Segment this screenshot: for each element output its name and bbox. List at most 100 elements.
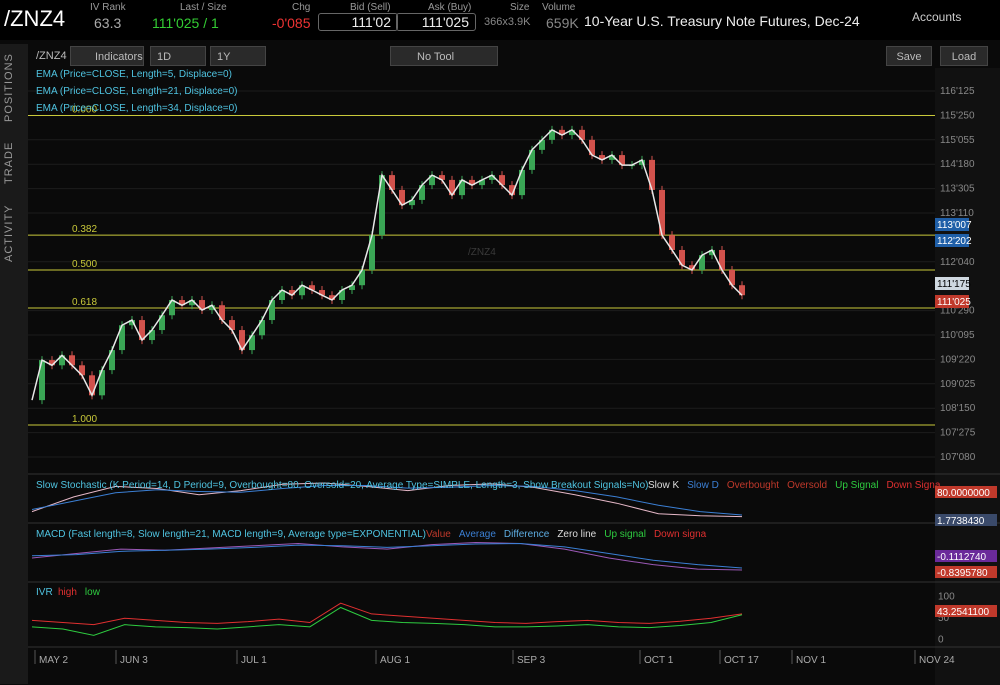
fib-label: 1.000 bbox=[72, 414, 97, 425]
chart: 116'125 115'250 115'055 114'180 113'305 113'1… bbox=[28, 68, 1000, 685]
study-label: EMA (Price=CLOSE, Length=21, Displace=0) bbox=[36, 86, 238, 97]
side-tab[interactable]: ACTIVITY bbox=[3, 204, 15, 262]
axis-box bbox=[935, 550, 997, 562]
y-tick-label: 110'095 bbox=[940, 330, 975, 341]
candle bbox=[49, 360, 55, 366]
period-select[interactable]: 1Y bbox=[210, 46, 266, 66]
ask[interactable]: 111'025 bbox=[396, 13, 476, 31]
candle bbox=[209, 305, 215, 311]
accounts-button[interactable]: Accounts bbox=[912, 10, 962, 24]
label: Ask (Buy) bbox=[428, 2, 472, 13]
plot-bg bbox=[28, 68, 935, 685]
candle bbox=[669, 235, 675, 250]
candle bbox=[489, 175, 495, 180]
price-box-label: 111'025 bbox=[937, 297, 971, 308]
indicator-line bbox=[31, 543, 743, 569]
candle bbox=[89, 375, 95, 396]
value: 366x3.9K bbox=[484, 16, 531, 28]
side-tab[interactable]: TRADE bbox=[3, 141, 15, 184]
price-box-label: 113'007 bbox=[937, 220, 972, 231]
bid[interactable]: 111'02 bbox=[318, 13, 398, 31]
candle bbox=[529, 149, 535, 170]
candle bbox=[59, 355, 65, 366]
candle bbox=[429, 175, 435, 186]
candle bbox=[449, 179, 455, 196]
candle bbox=[229, 320, 235, 331]
candle bbox=[99, 370, 105, 396]
legend-item: Slow K bbox=[648, 480, 679, 491]
candle bbox=[379, 175, 385, 236]
pane-title: MACD (Fast length=8, Slow length=21, MAC… bbox=[36, 529, 426, 540]
candle bbox=[469, 179, 475, 186]
indicators-button[interactable]: Indicators bbox=[70, 46, 144, 66]
candle bbox=[109, 350, 115, 371]
side-bar: POSITIONS TRADE ACTIVITY bbox=[0, 44, 28, 684]
y-tick-label: 100 bbox=[938, 592, 955, 603]
symbol[interactable]: /ZNZ4 bbox=[4, 6, 66, 31]
legend-item: Down signa bbox=[654, 529, 707, 540]
label: Size bbox=[510, 2, 530, 13]
fib-label: 0.000 bbox=[72, 104, 97, 115]
label: Volume bbox=[542, 2, 576, 13]
axis-box bbox=[935, 514, 997, 526]
load-button[interactable]: Load bbox=[940, 46, 988, 66]
price-box bbox=[935, 234, 969, 247]
candle bbox=[369, 235, 375, 270]
legend-item: high bbox=[58, 587, 77, 598]
candle bbox=[479, 179, 485, 186]
candle bbox=[539, 139, 545, 150]
candle bbox=[79, 365, 85, 376]
x-tick-label: SEP 3 bbox=[517, 655, 546, 666]
candle bbox=[679, 249, 685, 266]
legend-item: Oversold bbox=[787, 480, 827, 491]
candle bbox=[339, 290, 345, 301]
x-tick-label: OCT 1 bbox=[644, 655, 674, 666]
y-tick-label: 115'055 bbox=[940, 135, 975, 146]
quote-bar: /ZNZ4 IV Rank 63.3 Last / Size 111'025 /… bbox=[0, 0, 1000, 40]
candle bbox=[509, 185, 515, 196]
candle bbox=[599, 155, 605, 160]
y-tick-label: 113'305 bbox=[940, 184, 975, 195]
candle bbox=[619, 155, 625, 166]
candle bbox=[139, 320, 145, 341]
axis-box bbox=[935, 486, 997, 498]
value: 111'025 / 1 bbox=[152, 15, 219, 31]
y-tick-label: 110'290 bbox=[940, 306, 975, 317]
indicator-line bbox=[31, 482, 743, 518]
candle bbox=[719, 249, 725, 270]
legend-item: Average bbox=[459, 529, 497, 540]
price-box bbox=[935, 295, 969, 308]
label: Last / Size bbox=[180, 2, 227, 13]
candle bbox=[69, 355, 75, 366]
candle bbox=[399, 189, 405, 206]
y-tick-label: 115'250 bbox=[940, 110, 975, 121]
candle bbox=[179, 300, 185, 306]
candle bbox=[309, 285, 315, 291]
candle bbox=[149, 330, 155, 341]
legend-item: Zero line bbox=[557, 529, 596, 540]
price-box bbox=[935, 277, 969, 290]
candle bbox=[239, 330, 245, 351]
fib-label: 0.382 bbox=[72, 224, 97, 235]
candle bbox=[559, 129, 565, 136]
tool-select[interactable]: No Tool bbox=[390, 46, 498, 66]
indicator-line bbox=[31, 541, 743, 571]
candle bbox=[419, 185, 425, 200]
x-tick-label: NOV 1 bbox=[796, 655, 826, 666]
candle bbox=[259, 320, 265, 336]
axis-box bbox=[935, 605, 997, 617]
candle bbox=[709, 249, 715, 256]
side-tab[interactable]: POSITIONS bbox=[3, 53, 15, 122]
indicator-line bbox=[31, 485, 743, 516]
description: 10-Year U.S. Treasury Note Futures, Dec-… bbox=[584, 13, 860, 29]
candle bbox=[579, 129, 585, 140]
aggregation-select[interactable]: 1D bbox=[150, 46, 206, 66]
candle bbox=[329, 295, 335, 301]
candle bbox=[389, 175, 395, 190]
legend-item: Overbought bbox=[727, 480, 779, 491]
pane-title: Slow Stochastic (K Period=14, D Period=9… bbox=[36, 480, 649, 491]
candle bbox=[169, 300, 175, 316]
save-button[interactable]: Save bbox=[886, 46, 932, 66]
candle bbox=[119, 325, 125, 351]
